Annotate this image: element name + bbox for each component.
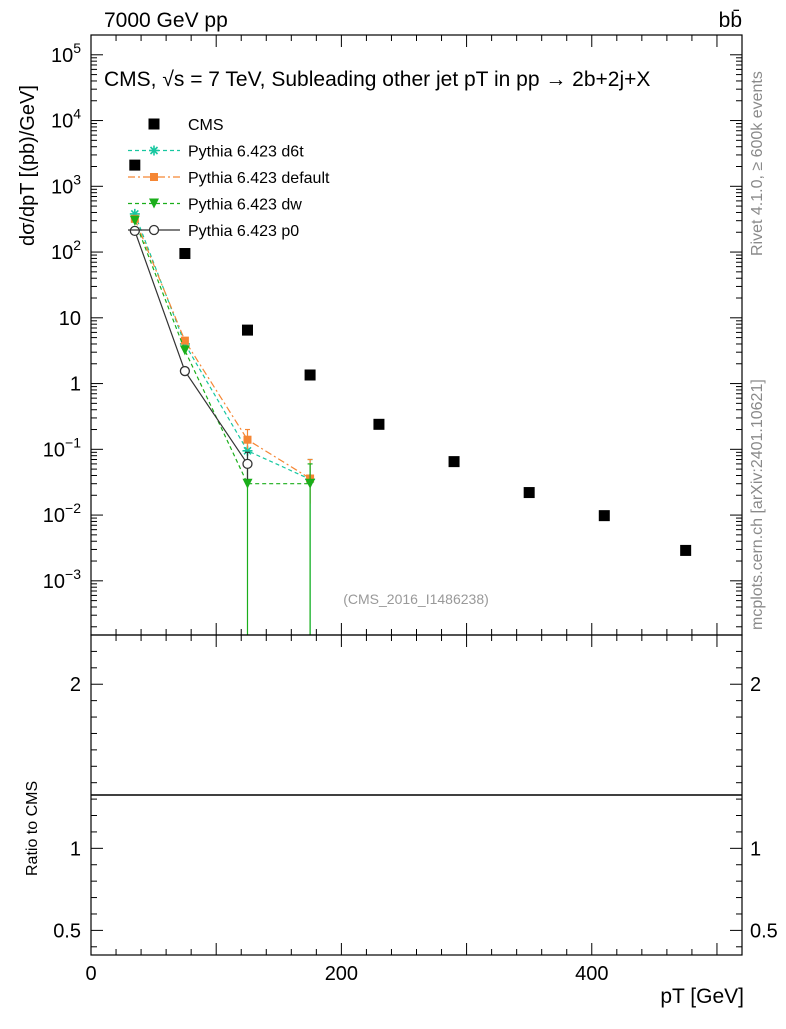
y-tick-label: 102 <box>51 237 81 264</box>
data-point <box>305 478 316 489</box>
chart-title: CMS, √s = 7 TeV, Subleading other jet pT… <box>104 68 650 91</box>
mcplots-label: mcplots.cern.ch [arXiv:2401.10621] <box>749 379 766 630</box>
y-tick-label: 104 <box>51 106 81 133</box>
y-tick-label-base: 10 <box>51 242 73 264</box>
ratio-y-axis-label-text: Ratio to CMS <box>24 781 41 876</box>
header-left: 7000 GeV pp <box>104 9 228 32</box>
y-tick-label-exp: 5 <box>73 40 81 56</box>
legend-label-3: Pythia 6.423 dw <box>188 197 302 214</box>
legend-marker-1 <box>149 145 159 156</box>
y-tick-label: 10 <box>59 308 81 330</box>
legend-label-1: Pythia 6.423 d6t <box>188 144 304 161</box>
y-tick-label-exp: 4 <box>73 106 81 122</box>
y-tick-label: 10−1 <box>43 434 81 461</box>
y-tick-label-exp: −1 <box>65 434 81 450</box>
data-point <box>680 544 692 556</box>
data-point <box>129 208 140 219</box>
y-tick-label: 10−3 <box>43 566 81 593</box>
series-3 <box>129 215 316 635</box>
series-line-4 <box>134 230 248 465</box>
rivet-label: Rivet 4.1.0, ≥ 600k events <box>749 71 766 256</box>
legend-label-2: Pythia 6.423 default <box>188 170 330 187</box>
data-point <box>129 225 140 237</box>
y-tick-label: 103 <box>51 171 81 198</box>
y-tick-label-exp: −2 <box>65 500 81 516</box>
data-point <box>242 458 253 470</box>
series-layer <box>129 159 692 635</box>
series-line-1 <box>134 213 311 480</box>
y-tick-label-base: 10 <box>43 571 65 593</box>
ratio-tick-label-right: 2 <box>750 674 761 696</box>
legend-marker-3 <box>149 198 159 209</box>
y-tick-label-exp: 2 <box>73 237 81 253</box>
y-tick-label: 105 <box>51 40 81 67</box>
data-point <box>242 445 253 456</box>
ratio-tick-label-left: 0.5 <box>53 920 81 942</box>
data-point <box>242 478 253 489</box>
series-4 <box>129 225 253 480</box>
legend: CMS Pythia 6.423 d6t Pythia 6.423 default P… <box>128 117 330 240</box>
data-point <box>448 456 460 468</box>
x-tick-label: 400 <box>575 963 608 985</box>
y-tick-label-base: 10 <box>43 439 65 461</box>
series-line-3 <box>134 220 311 485</box>
y-tick-label-base: 10 <box>51 45 73 67</box>
data-point <box>304 369 316 381</box>
y-axis-label: dσ/dpT [(pb)/GeV] <box>17 85 39 246</box>
watermark: (CMS_2016_I1486238) <box>343 591 489 607</box>
data-point <box>179 365 191 377</box>
chart-title-text: CMS, √s = 7 TeV, Subleading other jet pT… <box>104 68 650 91</box>
y-tick-label-base: 10 <box>51 111 73 133</box>
legend-label-0: CMS <box>188 117 224 134</box>
y-tick-label-exp: −3 <box>65 566 81 582</box>
legend-label-4: Pythia 6.423 p0 <box>188 223 299 240</box>
legend-marker-4 <box>148 224 160 236</box>
data-point <box>180 336 189 345</box>
series-0 <box>129 159 692 556</box>
y-tick-label-exp: 3 <box>73 171 81 187</box>
x-tick-label: 0 <box>85 963 96 985</box>
series-1 <box>129 208 316 635</box>
data-point <box>129 215 140 226</box>
series-line-2 <box>134 218 311 480</box>
data-point <box>179 345 190 356</box>
data-point <box>373 418 385 430</box>
data-point <box>179 248 191 260</box>
ratio-tick-label-right: 0.5 <box>750 920 778 942</box>
ratio-tick-label-left: 1 <box>70 838 81 860</box>
y-tick-label: 10−2 <box>43 500 81 527</box>
x-axis-label: pT [GeV] <box>660 985 744 1008</box>
ratio-tick-label-left: 2 <box>70 674 81 696</box>
y-axis-label-text: dσ/dpT [(pb)/GeV] <box>17 85 39 246</box>
x-tick-label: 200 <box>325 963 358 985</box>
y-tick-label: 1 <box>70 374 81 396</box>
legend-marker-2 <box>150 173 158 181</box>
data-point <box>129 159 141 171</box>
y-tick-label-base: 10 <box>51 176 73 198</box>
data-point <box>241 324 253 336</box>
series-2 <box>130 214 315 504</box>
ratio-y-axis-label: Ratio to CMS <box>24 781 41 876</box>
y-tick-label-base: 10 <box>43 505 65 527</box>
data-point <box>523 487 535 499</box>
data-point <box>243 435 252 444</box>
data-point <box>598 510 610 522</box>
ratio-tick-label-right: 1 <box>750 838 761 860</box>
header-right: bb̄ <box>719 9 742 32</box>
legend-marker-0 <box>148 118 160 130</box>
